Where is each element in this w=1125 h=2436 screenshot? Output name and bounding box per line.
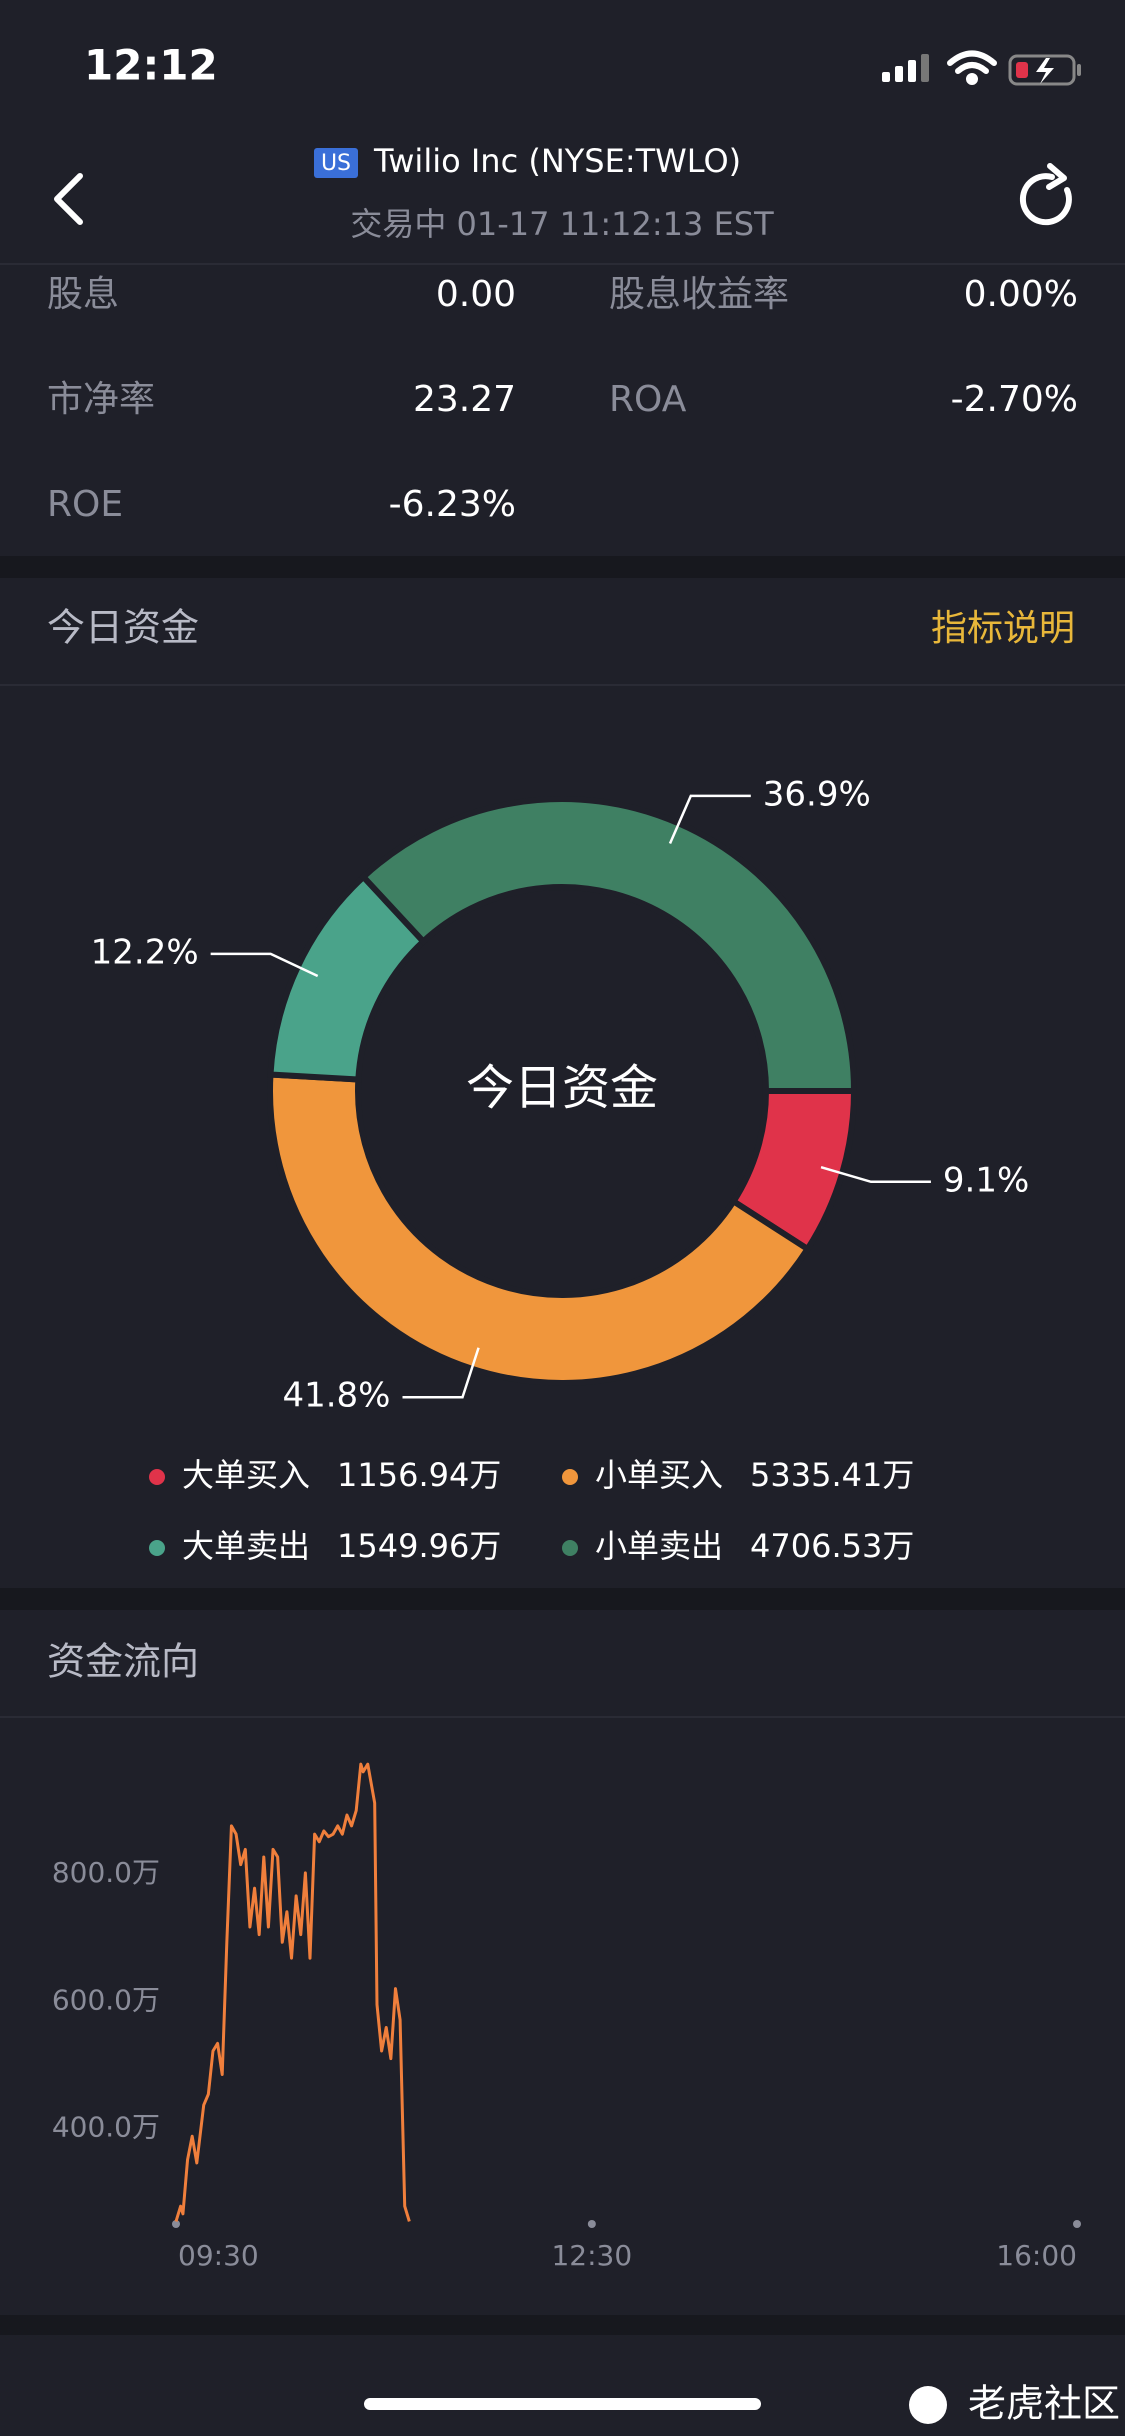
metric-value: -2.70% [951,379,1078,420]
x-tick-mark [587,2220,596,2228]
trading-status: 交易中 01-17 11:12:13 EST [350,205,774,243]
legend-amount: 4706.53万 [750,1527,914,1565]
divider [0,684,1125,686]
data-label: 9.1% [943,1160,1029,1200]
metric-label: 股息收益率 [609,274,789,315]
legend-name: 大单买入 [182,1456,310,1494]
metric-label: ROA [609,379,687,420]
x-tick-label: 12:30 [551,2239,632,2272]
y-tick-label: 400.0万 [52,2111,160,2144]
legend-name: 大单卖出 [182,1527,310,1565]
legend-dot [149,1469,165,1485]
y-tick-label: 600.0万 [52,1983,160,2016]
section-gap [0,1588,1125,1610]
refresh-button[interactable] [1019,163,1072,226]
pie-segment [359,796,858,1094]
metric-value: 23.27 [413,379,516,420]
metric-value: -6.23% [389,484,516,525]
metric-label: 市净率 [47,379,155,420]
legend-dot [562,1540,578,1556]
metric-label: ROE [47,484,123,525]
info-link[interactable]: 指标说明 [931,608,1075,649]
section-gap [0,2315,1125,2335]
legend-name: 小单买入 [595,1456,723,1494]
divider [0,1716,1125,1718]
section-gap [0,556,1125,578]
legend-amount: 1156.94万 [337,1456,501,1494]
x-tick-label: 16:00 [996,2239,1077,2272]
leader-line [820,1165,931,1184]
data-label: 41.8% [282,1376,390,1416]
back-button[interactable] [54,173,83,225]
data-label: 12.2% [91,932,199,972]
legend-amount: 5335.41万 [750,1456,914,1494]
x-tick-label: 09:30 [178,2239,259,2272]
market-badge: US [321,151,351,176]
status-time: 12:12 [84,41,218,90]
pie-center-label: 今日资金 [466,1060,658,1116]
legend-dot [149,1540,165,1556]
watermark-logo [909,2386,947,2424]
wifi-icon [947,50,997,85]
legend-dot [562,1469,578,1485]
data-label: 36.9% [763,774,871,814]
stock-title: Twilio Inc (NYSE:TWLO) [373,142,741,180]
metrics: 股息 0.00 股息收益率 0.00% 市净率 23.27 ROA -2.70% ROE -6.2… [47,274,1078,525]
x-tick-mark [1073,2220,1081,2228]
leader-line [210,952,319,978]
pie-segment [267,1071,812,1386]
y-tick-label: 800.0万 [52,1856,160,1889]
leader-line [668,794,751,845]
market-badge-bg [314,148,358,178]
metric-value: 0.00% [964,274,1078,315]
x-tick-mark [172,2220,180,2228]
flow-line [174,1762,411,2222]
metric-value: 0.00 [436,274,516,315]
signal-icon [882,54,929,82]
section-title: 今日资金 [47,606,199,650]
section-title: 资金流向 [47,1640,199,1684]
legend-amount: 1549.96万 [337,1527,501,1565]
line-chart: 400.0万 600.0万 800.0万 09:30 12:30 16:00 [52,1762,1081,2272]
watermark: 老虎社区 [968,2382,1120,2426]
divider [0,263,1125,265]
legend-name: 小单卖出 [595,1527,723,1565]
metric-label: 股息 [47,274,119,315]
battery-icon [1008,54,1081,86]
leader-line [402,1347,480,1399]
home-indicator [364,2398,761,2410]
